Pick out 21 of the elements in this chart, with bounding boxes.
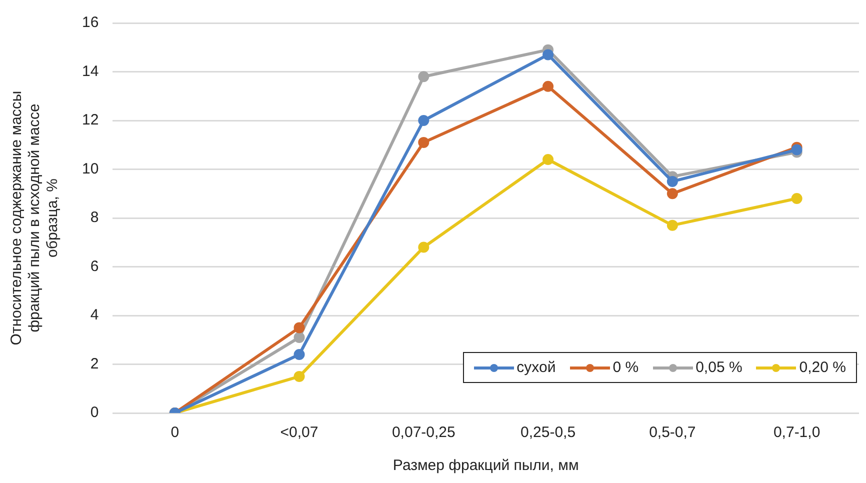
- x-tick-label: 0,7-1,0: [773, 424, 820, 442]
- x-axis-title: Размер фракций пыли, мм: [392, 457, 579, 474]
- y-tick-label: 4: [90, 306, 99, 324]
- y-tick-label: 2: [90, 355, 99, 372]
- legend-label: 0,05 %: [696, 359, 742, 376]
- y-tick-label: 10: [82, 160, 99, 178]
- y-tick-label: 12: [82, 112, 99, 129]
- x-tick-label: 0,25-0,5: [520, 424, 576, 442]
- x-tick-label: 0,5-0,7: [649, 424, 696, 442]
- legend-label: 0 %: [612, 359, 639, 376]
- y-tick-label: 0: [90, 404, 99, 422]
- y-axis-title: Относительное соджержание массы фракций пыли в исходной массе образца, %: [8, 90, 62, 346]
- legend-label: 0,20 %: [799, 359, 846, 376]
- legend-label: сухой: [516, 359, 556, 376]
- y-tick-label: 8: [90, 209, 99, 226]
- x-tick-label: <0,07: [280, 424, 318, 442]
- y-tick-label: 6: [90, 258, 99, 275]
- x-tick-label: 0,07-0,25: [392, 424, 456, 442]
- x-tick-label: 0: [170, 424, 180, 442]
- y-tick-label: 14: [82, 62, 99, 80]
- y-tick-label: 16: [82, 14, 99, 32]
